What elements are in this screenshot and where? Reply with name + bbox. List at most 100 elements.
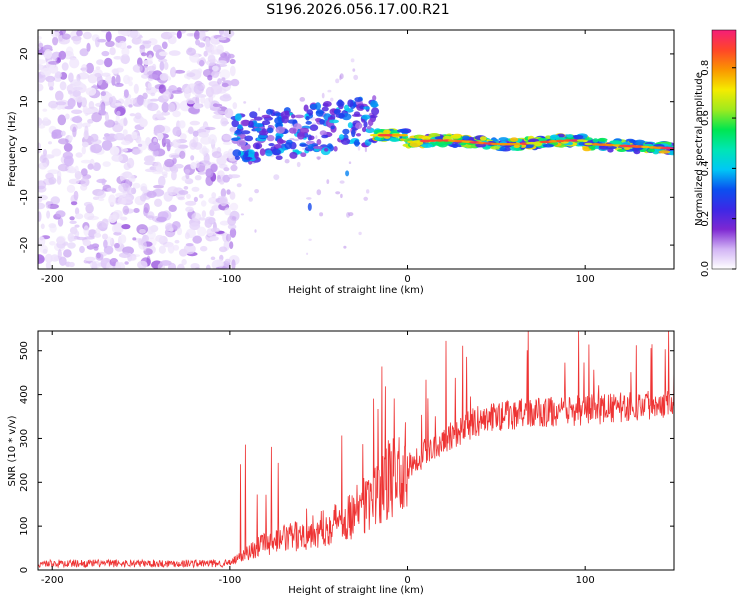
heatmap-cell: [211, 205, 219, 212]
heatmap-cell: [142, 241, 147, 252]
heatmap-cell: [193, 83, 204, 95]
heatmap-cell: [198, 194, 204, 199]
heatmap-cell: [284, 159, 290, 164]
heatmap-cell: [82, 31, 92, 40]
heatmap-cell: [115, 261, 120, 269]
heatmap-cell: [435, 139, 444, 142]
heatmap-cell: [228, 174, 241, 179]
heatmap-cell: [141, 73, 150, 79]
heatmap-cell: [220, 117, 229, 127]
heatmap-cell: [372, 95, 377, 101]
heatmap-cell: [219, 220, 230, 226]
heatmap-cell: [308, 238, 312, 241]
heatmap-cell: [232, 161, 238, 165]
heatmap-cell: [178, 120, 186, 129]
heatmap-cell: [333, 146, 338, 152]
heatmap-cell: [195, 39, 201, 46]
heatmap-cell: [306, 252, 309, 255]
heatmap-cell: [211, 38, 217, 45]
heatmap-cell: [158, 245, 166, 254]
heatmap-cell: [57, 249, 62, 260]
heatmap-cell: [227, 224, 237, 230]
x-tick-label: 0: [404, 575, 410, 586]
heatmap-cell: [224, 108, 234, 119]
heatmap-cell: [158, 175, 166, 187]
heatmap-cell: [150, 98, 159, 102]
heatmap-cell: [355, 133, 362, 137]
heatmap-cell: [170, 154, 182, 158]
heatmap-cell: [100, 91, 107, 97]
heatmap-cell: [227, 53, 235, 59]
heatmap-cell: [330, 125, 335, 130]
heatmap-cell: [65, 46, 74, 57]
heatmap-cell: [38, 211, 42, 222]
heatmap-cell: [129, 97, 136, 105]
heatmap-cell: [69, 226, 78, 235]
heatmap-cell: [44, 154, 55, 159]
heatmap-cell: [217, 78, 222, 85]
heatmap-cell: [186, 32, 194, 37]
heatmap-cell: [244, 156, 253, 160]
heatmap-cell: [216, 60, 227, 65]
heatmap-cell: [185, 200, 197, 206]
heatmap-cell: [340, 137, 351, 145]
spectrogram-y-ticks: -20 -10 0 10 20: [19, 48, 674, 253]
heatmap-cell: [49, 86, 54, 91]
heatmap-cell: [234, 113, 242, 122]
heatmap-cell: [38, 42, 44, 48]
y-tick-label: 20: [19, 48, 30, 61]
heatmap-cell: [137, 260, 148, 269]
heatmap-cell: [61, 130, 66, 136]
heatmap-cell: [166, 142, 171, 152]
heatmap-cell: [38, 142, 41, 150]
heatmap-cell: [97, 38, 107, 43]
heatmap-cell: [81, 141, 89, 148]
heatmap-cell: [207, 74, 213, 81]
heatmap-cell: [437, 142, 448, 148]
heatmap-cell: [219, 69, 231, 80]
heatmap-cell: [185, 98, 196, 105]
heatmap-cell: [291, 114, 296, 119]
heatmap-cell: [93, 246, 99, 251]
heatmap-cell: [131, 148, 143, 155]
heatmap-cell: [190, 162, 197, 170]
heatmap-cell: [173, 69, 186, 74]
heatmap-cell: [338, 112, 345, 119]
heatmap-cell: [271, 148, 281, 156]
heatmap-cell: [542, 143, 554, 148]
heatmap-cell: [197, 171, 206, 175]
heatmap-cell: [46, 210, 51, 219]
heatmap-cell: [363, 106, 370, 110]
heatmap-cell: [216, 155, 227, 166]
heatmap-cell: [48, 141, 52, 145]
heatmap-cell: [57, 114, 67, 126]
heatmap-cell: [142, 92, 148, 100]
heatmap-cell: [219, 195, 228, 207]
heatmap-cell: [389, 137, 399, 142]
heatmap-cell: [129, 113, 136, 117]
heatmap-cell: [284, 110, 290, 116]
heatmap-cell: [179, 150, 186, 159]
heatmap-cell: [321, 134, 329, 139]
spectrogram-x-ticks: -200 -100 0 100: [41, 30, 595, 285]
heatmap-cell: [641, 145, 651, 149]
heatmap-cell: [126, 157, 135, 169]
heatmap-cell: [273, 174, 280, 181]
heatmap-cell: [116, 110, 121, 117]
heatmap-cell: [482, 145, 491, 150]
x-tick-label: 100: [576, 274, 595, 285]
heatmap-cell: [132, 237, 137, 241]
heatmap-cell: [189, 222, 201, 231]
heatmap-cell: [597, 137, 608, 142]
colorbar-ticks: 0.0 0.2 0.4 0.6 0.8: [700, 60, 736, 277]
heatmap-cell: [81, 64, 88, 73]
heatmap-cell: [319, 130, 327, 136]
heatmap-cell: [219, 181, 224, 185]
heatmap-cell: [69, 57, 80, 69]
heatmap-cell: [201, 210, 207, 218]
heatmap-cell: [96, 74, 103, 86]
heatmap-cell: [188, 126, 194, 135]
heatmap-cell: [222, 134, 233, 141]
heatmap-cell: [194, 94, 207, 98]
heatmap-cell: [176, 227, 183, 236]
